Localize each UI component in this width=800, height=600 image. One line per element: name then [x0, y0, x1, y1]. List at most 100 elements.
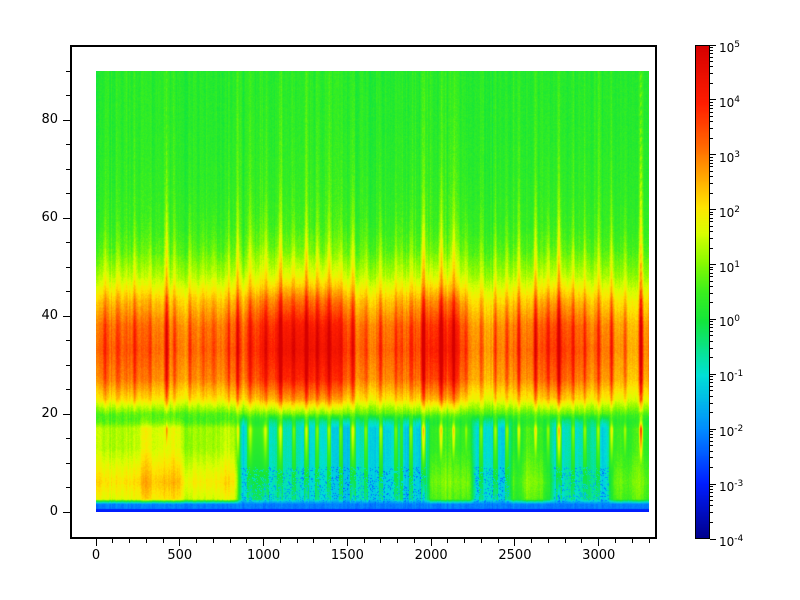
colorbar-minor-tick: [710, 521, 713, 523]
colorbar-minor-tick: [710, 357, 713, 359]
y-minor-tick: [66, 95, 70, 96]
colorbar-minor-tick: [710, 137, 713, 139]
y-tick: [63, 511, 70, 513]
x-tick: [179, 539, 181, 546]
y-minor-tick: [66, 242, 70, 243]
y-tick-label: 20: [41, 406, 58, 421]
colorbar-minor-tick: [710, 340, 713, 342]
x-minor-tick: [614, 539, 616, 543]
colorbar-minor-tick: [710, 269, 713, 271]
colorbar-minor-tick: [710, 237, 713, 239]
x-minor-tick: [564, 539, 566, 543]
colorbar-minor-tick: [710, 431, 713, 433]
y-minor-tick: [66, 364, 70, 366]
x-minor-tick: [129, 539, 130, 543]
heatmap-canvas: [96, 71, 649, 512]
x-minor-tick: [112, 539, 114, 543]
colorbar-minor-tick: [710, 49, 713, 51]
colorbar-minor-tick: [710, 467, 713, 469]
colorbar-frame: [695, 45, 710, 539]
x-minor-tick: [229, 539, 231, 543]
x-minor-tick: [145, 539, 147, 543]
colorbar-minor-tick: [710, 247, 713, 249]
colorbar-minor-tick: [710, 61, 713, 63]
colorbar-minor-tick: [710, 500, 713, 502]
colorbar-minor-tick: [710, 156, 713, 158]
colorbar-tick-label: 105: [719, 40, 741, 55]
colorbar-minor-tick: [710, 104, 713, 106]
colorbar-minor-tick: [710, 379, 713, 381]
colorbar-tick-label: 10-3: [719, 479, 744, 495]
y-minor-tick: [66, 340, 70, 341]
colorbar-tick-label: 10-2: [719, 424, 744, 440]
x-minor-tick: [497, 539, 499, 543]
y-tick-label: 0: [49, 504, 58, 519]
colorbar-minor-tick: [710, 115, 713, 117]
x-minor-tick: [413, 539, 415, 543]
colorbar-minor-tick: [710, 272, 713, 274]
y-minor-tick: [66, 462, 70, 464]
colorbar-tick-label: 102: [719, 204, 741, 220]
colorbar-minor-tick: [710, 276, 713, 278]
colorbar-tick-label: 10-4: [719, 534, 744, 549]
x-minor-tick: [531, 539, 533, 543]
colorbar-tick: [710, 373, 716, 375]
colorbar-minor-tick: [710, 47, 713, 48]
colorbar-minor-tick: [710, 176, 713, 178]
x-minor-tick: [447, 539, 449, 543]
colorbar-minor-tick: [710, 302, 713, 304]
colorbar-minor-tick: [710, 266, 713, 268]
colorbar-tick: [710, 538, 716, 540]
colorbar-gradient: [695, 45, 710, 539]
y-tick-label: 40: [41, 308, 58, 323]
y-tick: [63, 119, 70, 121]
colorbar-minor-tick: [710, 285, 713, 287]
colorbar-minor-tick: [710, 347, 713, 349]
colorbar-minor-tick: [710, 214, 713, 216]
colorbar-minor-tick: [710, 182, 713, 184]
colorbar-minor-tick: [710, 170, 713, 172]
y-minor-tick: [66, 389, 70, 390]
colorbar-minor-tick: [710, 457, 713, 459]
x-minor-tick: [547, 539, 549, 543]
colorbar-tick: [710, 154, 716, 156]
colorbar-minor-tick: [710, 231, 713, 232]
y-minor-tick: [66, 168, 70, 170]
x-tick-label: 2000: [414, 548, 448, 563]
colorbar-minor-tick: [710, 395, 713, 397]
colorbar-minor-tick: [710, 382, 713, 384]
y-tick: [63, 413, 70, 415]
colorbar-tick: [710, 264, 716, 266]
colorbar-minor-tick: [710, 412, 713, 414]
x-minor-tick: [464, 539, 466, 543]
colorbar-minor-tick: [710, 335, 713, 337]
colorbar-minor-tick: [710, 107, 713, 109]
y-tick-label: 80: [41, 112, 58, 127]
x-tick-label: 2500: [498, 548, 532, 563]
colorbar-minor-tick: [710, 376, 713, 378]
colorbar-minor-tick: [710, 217, 713, 219]
colorbar-minor-tick: [710, 225, 713, 227]
x-minor-tick: [480, 539, 482, 543]
x-tick-label: 1000: [247, 548, 281, 563]
y-minor-tick: [66, 144, 70, 145]
colorbar-tick-label: 104: [719, 94, 741, 110]
colorbar-minor-tick: [710, 53, 713, 54]
colorbar-minor-tick: [710, 327, 713, 329]
colorbar-tick-label: 100: [719, 314, 741, 330]
colorbar-minor-tick: [710, 101, 713, 103]
colorbar-minor-tick: [710, 111, 713, 113]
x-minor-tick: [648, 539, 650, 543]
colorbar-tick: [710, 428, 716, 430]
x-minor-tick: [397, 539, 399, 543]
x-minor-tick: [279, 539, 281, 543]
colorbar-tick-label: 10-1: [719, 369, 744, 385]
x-minor-tick: [330, 539, 332, 543]
colorbar-minor-tick: [710, 495, 713, 497]
y-tick: [63, 315, 70, 317]
x-minor-tick: [581, 539, 583, 543]
x-minor-tick: [313, 539, 315, 543]
colorbar-minor-tick: [710, 280, 713, 282]
colorbar-tick: [710, 99, 716, 101]
x-tick: [346, 539, 348, 546]
